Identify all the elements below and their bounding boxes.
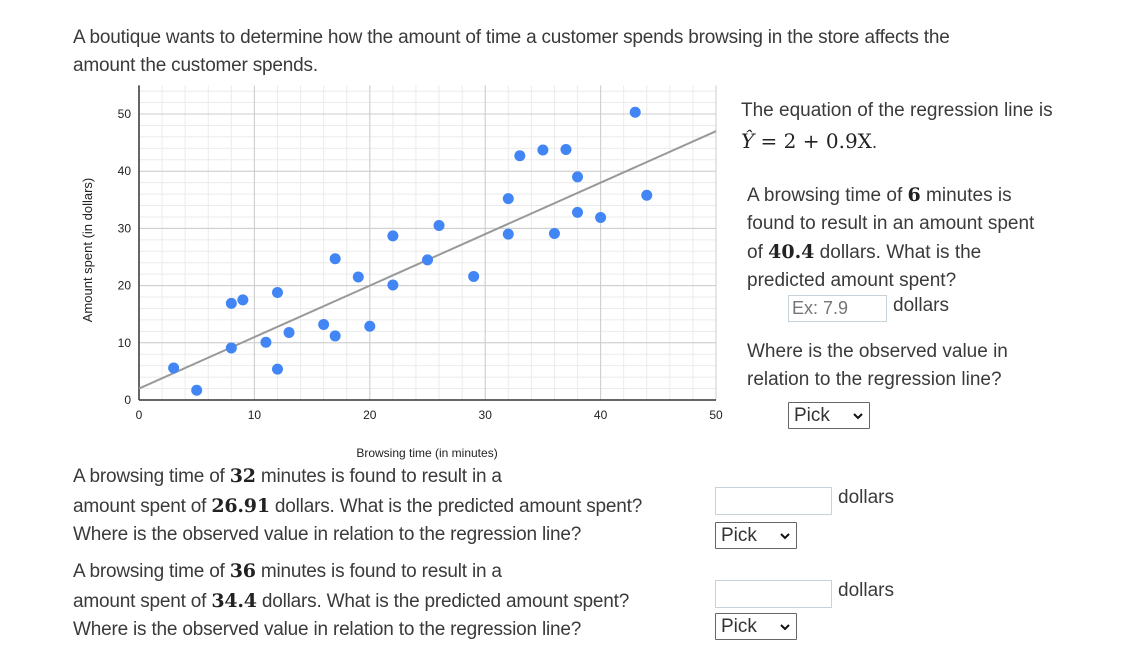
q1-select-value: Pick <box>794 404 830 426</box>
svg-text:20: 20 <box>363 408 377 422</box>
data-point <box>237 294 249 306</box>
q3-select-value: Pick <box>721 615 757 637</box>
question-2: A browsing time of 32 minutes is found t… <box>73 462 713 550</box>
data-point <box>572 171 584 183</box>
svg-text:50: 50 <box>709 408 723 422</box>
q2-line1: A browsing time of 32 minutes is found t… <box>73 465 502 487</box>
regression-equation: Ŷ = 2 + 0.9X. <box>741 127 1081 157</box>
tick-labels: 0 10 20 30 40 50 0 10 20 30 40 50 <box>118 107 723 422</box>
q2-predicted-amount-input[interactable] <box>715 487 832 515</box>
q2-position-select[interactable]: Pick <box>715 522 797 549</box>
data-point <box>271 286 283 298</box>
scatter-chart: 0 10 20 30 40 50 0 10 20 30 40 50 Amount spent (in … <box>80 85 723 460</box>
q1-text-line4: predicted amount spent? <box>747 270 957 291</box>
data-point <box>387 279 399 291</box>
svg-text:0: 0 <box>136 408 143 422</box>
equation-intro: The equation of the regression line is <box>741 100 1053 121</box>
data-point <box>629 106 641 118</box>
data-point <box>422 254 433 266</box>
chevron-down-icon <box>780 623 790 630</box>
major-gridlines <box>138 85 717 401</box>
q1-unit-label: dollars <box>893 295 949 316</box>
q2-select-value: Pick <box>721 524 757 546</box>
q1-position-select[interactable]: Pick <box>788 402 870 429</box>
minor-gridlines <box>138 85 717 401</box>
data-point <box>191 384 203 396</box>
data-point <box>283 327 295 339</box>
q1-predicted-amount-input[interactable] <box>788 295 887 322</box>
svg-text:50: 50 <box>118 107 132 121</box>
data-point <box>468 270 480 282</box>
svg-text:40: 40 <box>118 164 132 178</box>
x-axis-label: Browsing time (in minutes) <box>356 446 497 460</box>
data-point <box>502 193 514 205</box>
data-point <box>168 362 180 374</box>
y-hat: Ŷ <box>741 129 755 153</box>
data-point <box>329 253 341 265</box>
y-axis-label: Amount spent (in dollars) <box>80 178 95 323</box>
q1-where-text: Where is the observed value in relation … <box>747 338 1008 394</box>
svg-text:30: 30 <box>118 221 132 235</box>
data-point <box>271 363 283 375</box>
data-point <box>387 230 399 242</box>
svg-text:0: 0 <box>124 393 131 407</box>
data-point <box>548 228 560 240</box>
q3-position-select[interactable]: Pick <box>715 613 797 640</box>
q3-line1: A browsing time of 36 minutes is found t… <box>73 560 502 582</box>
data-point <box>225 342 237 354</box>
svg-text:10: 10 <box>248 408 262 422</box>
data-point <box>329 330 341 342</box>
data-point <box>514 150 526 162</box>
equation-rhs: = 2 + 0.9X <box>754 129 872 153</box>
data-point <box>433 220 445 232</box>
data-point <box>318 318 330 330</box>
regression-panel: The equation of the regression line is Ŷ… <box>741 97 1081 295</box>
data-point <box>537 144 549 156</box>
data-point <box>595 212 607 224</box>
q3-line2: amount spent of 34.4 dollars. What is th… <box>73 589 630 612</box>
q3-predicted-amount-input[interactable] <box>715 580 832 608</box>
q3-unit-label: dollars <box>838 580 894 601</box>
question-3: A browsing time of 36 minutes is found t… <box>73 557 713 645</box>
equation-period: . <box>871 132 878 153</box>
chevron-down-icon <box>780 532 790 539</box>
q1-text-line2: found to result in an amount spent <box>747 213 1035 234</box>
q3-line3: Where is the observed value in relation … <box>73 619 582 640</box>
data-point <box>364 320 376 332</box>
q2-unit-label: dollars <box>838 487 894 508</box>
axes <box>138 85 716 401</box>
data-point <box>260 336 272 348</box>
q1-where-line1: Where is the observed value in <box>747 341 1008 362</box>
intro-line-2: amount the customer spends. <box>73 55 318 76</box>
problem-intro: A boutique wants to determine how the am… <box>73 24 1053 80</box>
data-point <box>225 297 237 309</box>
q1-text-line1: A browsing time of 6 minutes is <box>747 184 1012 206</box>
q1-text-line3: of 40.4 dollars. What is the <box>747 241 982 263</box>
data-point <box>352 271 364 283</box>
svg-text:10: 10 <box>118 336 132 350</box>
svg-text:40: 40 <box>594 408 608 422</box>
svg-text:30: 30 <box>479 408 493 422</box>
data-point <box>572 206 584 218</box>
data-point <box>560 143 572 155</box>
q2-line2: amount spent of 26.91 dollars. What is t… <box>73 494 643 517</box>
q1-where-line2: relation to the regression line? <box>747 369 1002 390</box>
q2-line3: Where is the observed value in relation … <box>73 524 582 545</box>
chevron-down-icon <box>853 412 863 419</box>
data-point <box>641 189 653 201</box>
svg-text:20: 20 <box>118 279 132 293</box>
data-points <box>168 106 653 396</box>
intro-line-1: A boutique wants to determine how the am… <box>73 27 950 48</box>
data-point <box>502 228 514 240</box>
